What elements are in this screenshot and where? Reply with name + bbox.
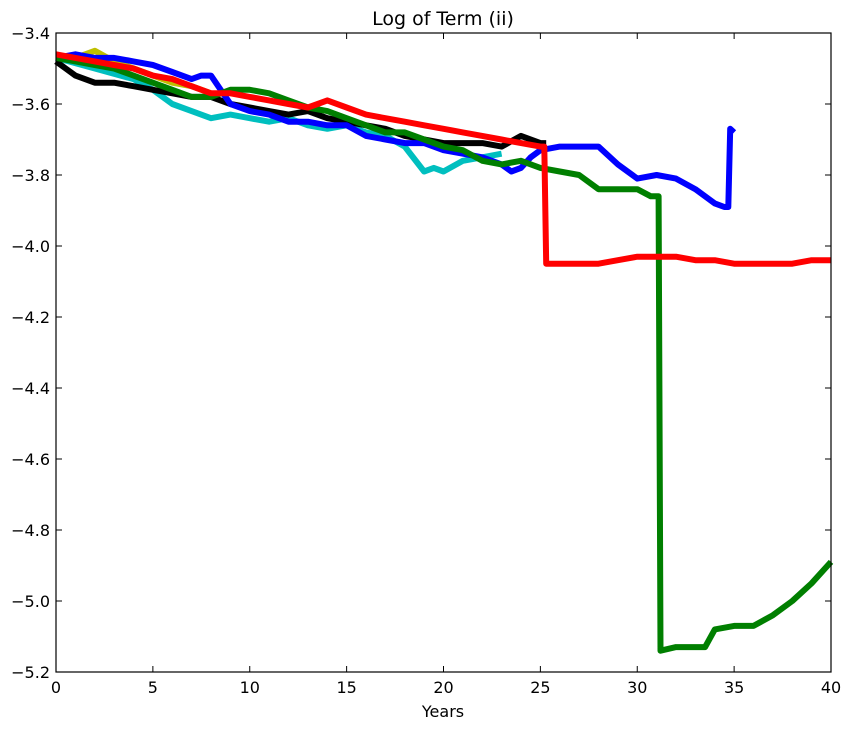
x-tick-label: 0: [51, 678, 61, 697]
series-line-3: [54, 58, 547, 150]
y-tick-label: −5.2: [11, 663, 50, 682]
x-tick-label: 20: [433, 678, 453, 697]
series-layer: [54, 47, 834, 654]
series-line-2: [55, 55, 503, 175]
y-tick-label: −3.4: [11, 24, 50, 43]
y-tick-label: −5.0: [11, 592, 50, 611]
plot-area: 0 5 10 15 20 25 30 35 40 −5.2 −5.0 −4.8 −4.6 −4.4 −4.2…: [11, 24, 841, 697]
series-line-6: [55, 51, 831, 267]
y-tick-label: −4.8: [11, 521, 50, 540]
plot-background: [56, 33, 831, 672]
x-tick-label: 40: [821, 678, 841, 697]
x-tick-label: 5: [148, 678, 158, 697]
y-tick-label: −4.6: [11, 450, 50, 469]
y-tick-label: −4.4: [11, 379, 50, 398]
series-line-5: [55, 54, 834, 654]
series-line-4: [55, 51, 737, 210]
x-tick-label: 10: [240, 678, 260, 697]
tick-layer: 0 5 10 15 20 25 30 35 40 −5.2 −5.0 −4.8 −4.6 −4.4 −4.2…: [11, 24, 841, 697]
y-tick-label: −4.2: [11, 308, 50, 327]
x-tick-label: 35: [724, 678, 744, 697]
y-tick-label: −4.0: [11, 237, 50, 256]
x-tick-label: 15: [336, 678, 356, 697]
plot-frame: [55, 32, 832, 673]
y-tick-label: −3.6: [11, 95, 50, 114]
x-axis-label: Years: [421, 702, 464, 721]
x-tick-label: 30: [627, 678, 647, 697]
x-tick-label: 25: [530, 678, 550, 697]
chart-title: Log of Term (ii): [372, 8, 514, 30]
y-tick-label: −3.8: [11, 166, 50, 185]
